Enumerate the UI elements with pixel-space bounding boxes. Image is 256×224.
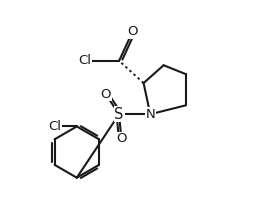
Text: O: O	[127, 25, 138, 38]
Text: O: O	[101, 88, 111, 101]
Text: Cl: Cl	[78, 54, 91, 67]
Text: O: O	[116, 132, 126, 145]
Text: Cl: Cl	[48, 120, 61, 133]
Text: S: S	[114, 107, 124, 122]
Text: N: N	[145, 108, 155, 121]
